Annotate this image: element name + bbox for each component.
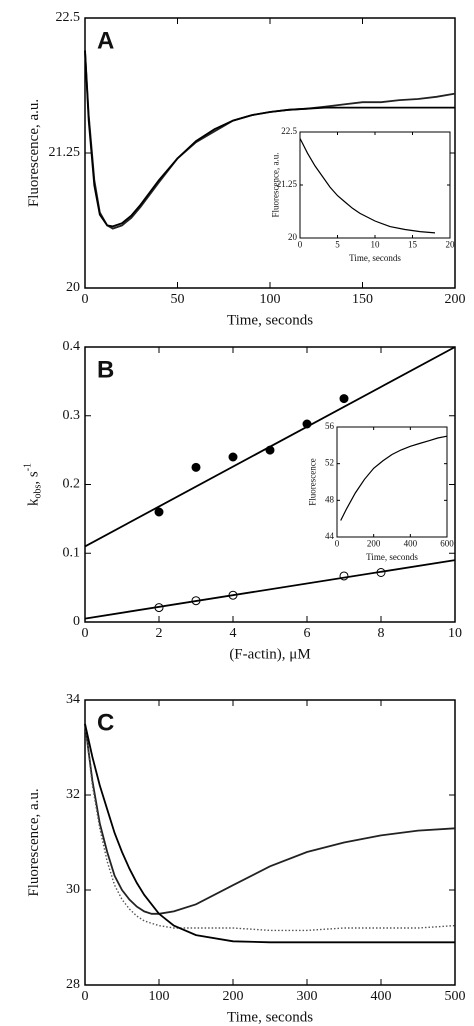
trace-line [84, 50, 455, 228]
filled-point [339, 394, 349, 404]
x-axis-label: (F-actin), μM [229, 646, 310, 662]
trace-line [340, 435, 448, 521]
x-axis-label: Time, seconds [227, 312, 313, 328]
inset-background [300, 132, 450, 238]
x-tick-label: 4 [230, 626, 237, 641]
x-tick-label: 0 [82, 292, 89, 307]
y-tick-label: 21.25 [277, 179, 298, 189]
y-label-mid: , s [26, 471, 42, 485]
y-tick-label: 0 [73, 614, 80, 629]
y-label-base: k [26, 498, 42, 506]
trace-line [84, 346, 456, 548]
y-tick-label: 32 [66, 787, 80, 802]
x-tick-label: 0 [298, 240, 303, 250]
plot-frame [84, 699, 456, 986]
y-tick-label: 30 [66, 882, 80, 897]
y-tick-label: 0.2 [63, 477, 81, 492]
x-tick-label: 0 [82, 626, 89, 641]
y-axis-label: Fluorescence, a.u. [26, 99, 42, 207]
x-tick-label: 100 [260, 292, 281, 307]
x-tick-label: 0 [82, 989, 89, 1004]
x-tick-label: 6 [304, 626, 311, 641]
trace-line [84, 559, 456, 620]
x-tick-label: 5 [335, 240, 340, 250]
x-tick-label: 10 [448, 626, 462, 641]
y-axis-label: Fluorescence [308, 458, 318, 505]
y-axis-label: Fluorescence, a.u. [26, 788, 42, 896]
panel-letter: A [97, 27, 114, 54]
y-axis-label: kobs, s-1 [23, 463, 44, 506]
x-tick-label: 300 [297, 989, 318, 1004]
x-tick-label: 400 [371, 989, 392, 1004]
filled-point [191, 462, 201, 472]
x-axis-label: Time, seconds [349, 253, 401, 263]
trace-line [84, 723, 456, 915]
x-axis-label: Time, seconds [366, 552, 418, 562]
y-tick-label: 0.4 [63, 339, 81, 354]
y-tick-label: 34 [66, 692, 80, 707]
x-tick-label: 200 [367, 539, 381, 549]
filled-point [154, 507, 164, 517]
x-tick-label: 0 [335, 539, 340, 549]
x-tick-label: 200 [445, 292, 466, 307]
x-tick-label: 150 [352, 292, 373, 307]
x-tick-label: 100 [149, 989, 170, 1004]
y-tick-label: 56 [325, 421, 335, 431]
inset-background [337, 427, 447, 537]
y-label-sup: -1 [23, 463, 34, 471]
y-tick-label: 20 [66, 280, 80, 295]
y-tick-label: 28 [66, 977, 80, 992]
plot-frame [336, 426, 448, 538]
y-label-sub: obs [33, 485, 44, 499]
y-tick-label: 0.1 [63, 545, 81, 560]
panel-letter: C [97, 709, 114, 736]
y-tick-label: 22.5 [281, 126, 297, 136]
x-tick-label: 200 [223, 989, 244, 1004]
y-tick-label: 52 [325, 458, 334, 468]
x-tick-label: 20 [446, 240, 456, 250]
panel-letter: B [97, 356, 114, 383]
y-tick-label: 20 [288, 232, 298, 242]
x-tick-label: 50 [171, 292, 185, 307]
y-tick-label: 44 [325, 531, 335, 541]
x-tick-label: 10 [371, 240, 381, 250]
trace-line [84, 723, 455, 944]
y-tick-label: 48 [325, 494, 335, 504]
x-axis-label: Time, seconds [227, 1009, 313, 1025]
x-tick-label: 2 [156, 626, 163, 641]
x-tick-label: 8 [378, 626, 385, 641]
y-tick-label: 0.3 [63, 408, 81, 423]
filled-point [228, 452, 238, 462]
x-tick-label: 400 [404, 539, 418, 549]
x-tick-label: 500 [445, 989, 466, 1004]
y-axis-label: Fluorescence, a.u. [271, 153, 281, 218]
dotted-trace [84, 723, 456, 932]
y-tick-label: 22.5 [56, 10, 81, 25]
y-tick-label: 21.25 [49, 145, 81, 160]
x-tick-label: 600 [440, 539, 454, 549]
x-tick-label: 15 [408, 240, 418, 250]
trace-line [299, 138, 436, 234]
